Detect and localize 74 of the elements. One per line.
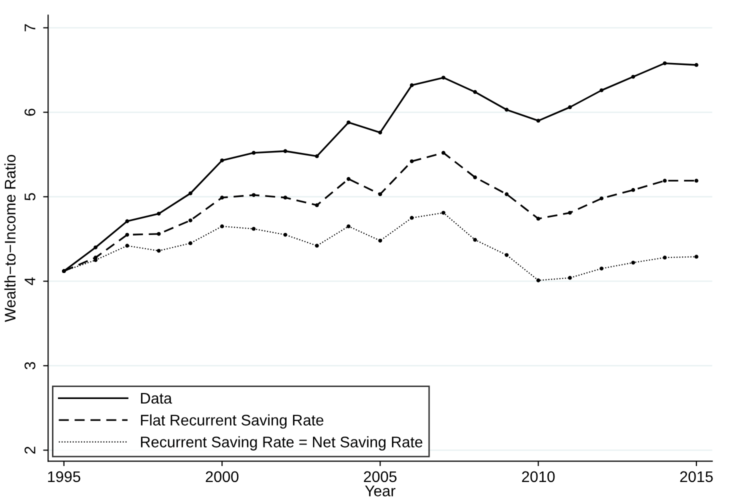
point: [156, 212, 161, 216]
point: [441, 150, 446, 155]
point: [662, 178, 667, 183]
legend-label: Flat Recurrent Saving Rate: [141, 414, 324, 429]
x-tick-label: 2005: [364, 471, 397, 482]
point: [694, 63, 698, 67]
point: [536, 278, 540, 282]
point: [283, 149, 288, 154]
point: [378, 130, 382, 134]
point: [378, 238, 382, 243]
point: [536, 118, 540, 123]
point: [694, 178, 698, 183]
point: [662, 256, 667, 260]
point: [694, 254, 698, 259]
point: [252, 226, 256, 231]
point: [314, 154, 319, 158]
point: [600, 196, 604, 200]
point: [188, 191, 192, 196]
point: [600, 266, 604, 270]
point: [441, 210, 446, 215]
y-tick-label: 6: [24, 108, 36, 116]
point: [220, 158, 224, 162]
legend-label: Data: [141, 393, 172, 404]
point: [473, 90, 477, 94]
point: [631, 260, 636, 265]
point: [220, 196, 224, 200]
point: [188, 241, 192, 246]
point: [536, 216, 540, 221]
point: [252, 150, 256, 155]
point: [346, 120, 350, 124]
point: [600, 88, 604, 92]
y-tick-label: 3: [24, 362, 36, 370]
point: [504, 192, 509, 196]
y-tick-label: 4: [24, 277, 36, 286]
x-tick-label: 1995: [48, 471, 80, 482]
point: [378, 192, 382, 196]
point: [125, 219, 130, 224]
x-tick-label: 2010: [522, 471, 555, 482]
legend-label: Recurrent Saving Rate = Net Saving Rate: [141, 436, 422, 450]
point: [473, 175, 477, 180]
point: [125, 244, 130, 248]
point: [631, 188, 636, 192]
y-tick-label: 2: [24, 446, 36, 454]
point: [631, 74, 636, 79]
point: [568, 105, 572, 110]
point: [410, 216, 414, 220]
point: [410, 83, 414, 88]
point: [568, 210, 572, 215]
point: [314, 203, 319, 208]
point: [188, 218, 192, 222]
point: [220, 224, 224, 228]
point: [473, 238, 477, 242]
point: [283, 196, 288, 200]
point: [410, 159, 414, 164]
point: [283, 232, 288, 237]
y-tick-label: 7: [24, 24, 36, 32]
point: [125, 232, 130, 237]
y-tick-label: 5: [24, 193, 36, 200]
point: [568, 276, 572, 280]
point: [441, 76, 446, 80]
point: [346, 177, 350, 181]
y-axis-title: Wealth−to−Income Ratio: [4, 154, 16, 322]
point: [504, 108, 509, 112]
x-axis-title: Year: [365, 486, 396, 496]
point: [94, 245, 98, 250]
x-tick-label: 2000: [206, 471, 238, 482]
point: [156, 232, 161, 236]
point: [252, 193, 256, 197]
point: [314, 244, 319, 248]
x-tick-label: 2015: [680, 471, 713, 482]
point: [504, 253, 509, 257]
point: [662, 61, 667, 66]
point: [156, 248, 161, 253]
point: [346, 224, 350, 228]
